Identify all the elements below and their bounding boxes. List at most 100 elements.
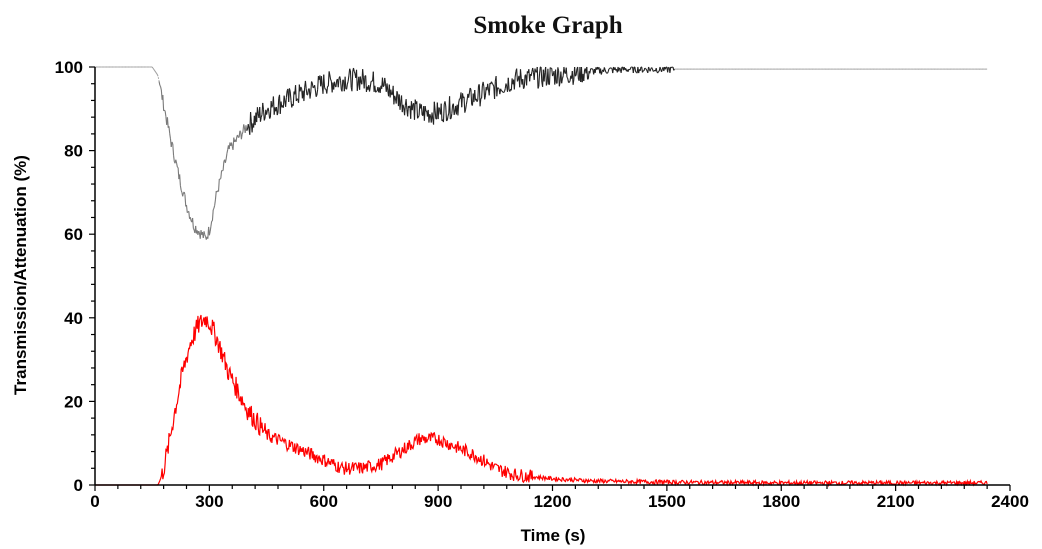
transmission-segment xyxy=(438,107,441,110)
transmission-segment xyxy=(330,79,332,82)
transmission-segment xyxy=(260,114,263,118)
transmission-segment xyxy=(276,112,279,116)
transmission-segment xyxy=(160,86,162,91)
transmission-segment xyxy=(482,81,485,87)
transmission-segment xyxy=(288,88,290,102)
transmission-segment xyxy=(669,66,672,73)
x-tick-label: 0 xyxy=(90,492,99,511)
transmission-segment xyxy=(157,74,159,78)
transmission-segment xyxy=(374,85,377,93)
transmission-segment xyxy=(577,66,579,80)
transmission-segment xyxy=(464,109,467,113)
transmission-segment xyxy=(180,190,183,193)
transmission-segment xyxy=(259,117,262,122)
transmission-segment xyxy=(604,69,607,73)
transmission-segment xyxy=(543,72,546,82)
transmission-segment xyxy=(476,99,479,103)
transmission-segment xyxy=(494,81,496,99)
y-tick-label: 100 xyxy=(55,58,83,77)
transmission-segment xyxy=(241,131,244,135)
transmission-segment xyxy=(477,85,480,101)
transmission-segment xyxy=(583,69,586,81)
transmission-segment xyxy=(574,66,576,77)
transmission-segment xyxy=(283,95,286,102)
transmission-segment xyxy=(311,81,313,84)
transmission-segment xyxy=(407,105,409,117)
transmission-segment xyxy=(289,91,292,101)
transmission-segment xyxy=(271,104,274,108)
transmission-segment xyxy=(545,66,547,86)
transmission-segment xyxy=(292,91,295,106)
transmission-segment xyxy=(659,66,662,70)
transmission-segment xyxy=(163,109,166,112)
transmission-segment xyxy=(416,101,419,119)
transmission-segment xyxy=(399,101,402,110)
transmission-segment xyxy=(673,68,675,71)
transmission-segment xyxy=(168,126,171,134)
transmission-segment xyxy=(505,83,508,87)
transmission-segment xyxy=(655,67,658,73)
transmission-segment xyxy=(326,86,329,94)
transmission-segment xyxy=(214,191,217,200)
transmission-segment xyxy=(470,89,473,105)
transmission-segment xyxy=(188,211,191,219)
transmission-segment xyxy=(497,87,500,90)
transmission-segment xyxy=(561,75,564,79)
transmission-segment xyxy=(395,91,398,104)
transmission-segment xyxy=(382,85,385,88)
transmission-segment xyxy=(500,88,502,92)
transmission-segment xyxy=(589,68,592,74)
transmission-segment xyxy=(405,99,408,110)
transmission-segment xyxy=(184,194,187,207)
transmission-segment xyxy=(568,80,571,83)
transmission-segment xyxy=(294,85,297,102)
x-tick-label: 300 xyxy=(195,492,223,511)
transmission-segment xyxy=(288,88,291,92)
transmission-segment xyxy=(333,81,336,86)
transmission-segment xyxy=(152,67,155,70)
transmission-segment xyxy=(176,163,178,168)
y-tick-label: 60 xyxy=(64,225,83,244)
y-tick-label: 20 xyxy=(64,392,83,411)
transmission-segment xyxy=(285,90,288,98)
transmission-segment xyxy=(458,98,461,103)
transmission-segment xyxy=(434,110,437,119)
transmission-segment xyxy=(162,94,165,111)
transmission-segment xyxy=(337,78,340,88)
transmission-segment xyxy=(198,230,200,233)
transmission-segment xyxy=(657,71,659,74)
transmission-segment xyxy=(314,85,316,91)
transmission-segment xyxy=(315,94,318,97)
transmission-segment xyxy=(536,66,539,89)
transmission-segment xyxy=(211,209,214,221)
transmission-segment xyxy=(450,118,452,120)
transmission-segment xyxy=(651,67,653,70)
transmission-segment xyxy=(529,74,531,82)
transmission-segment xyxy=(444,101,447,107)
transmission-segment xyxy=(339,76,342,81)
transmission-segment xyxy=(551,68,554,77)
transmission-segment xyxy=(186,211,189,214)
transmission-segment xyxy=(491,83,494,85)
x-axis-title: Time (s) xyxy=(521,526,586,545)
transmission-segment xyxy=(483,86,486,100)
transmission-segment xyxy=(442,104,445,123)
transmission-segment xyxy=(530,71,533,77)
transmission-segment xyxy=(362,69,364,78)
transmission-segment xyxy=(603,67,606,70)
transmission-segment xyxy=(600,71,603,75)
transmission-segment xyxy=(453,111,456,115)
transmission-segment xyxy=(305,88,308,96)
transmission-segment xyxy=(451,105,454,114)
transmission-segment xyxy=(447,112,450,117)
transmission-segment xyxy=(645,68,648,72)
transmission-segment xyxy=(605,71,608,74)
transmission-segment xyxy=(342,79,344,81)
transmission-segment xyxy=(316,89,319,96)
transmission-segment xyxy=(428,114,431,123)
transmission-segment xyxy=(420,104,423,116)
transmission-segment xyxy=(503,91,505,93)
transmission-segment xyxy=(468,92,470,98)
transmission-segment xyxy=(356,83,359,91)
transmission-segment xyxy=(320,76,323,86)
